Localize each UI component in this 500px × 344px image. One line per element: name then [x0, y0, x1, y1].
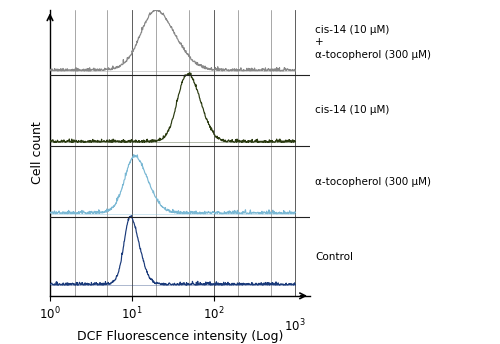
- X-axis label: DCF Fluorescence intensity (Log): DCF Fluorescence intensity (Log): [77, 331, 283, 344]
- Y-axis label: Cell count: Cell count: [32, 122, 44, 184]
- Text: cis-14 (10 μM): cis-14 (10 μM): [315, 105, 390, 115]
- Text: Control: Control: [315, 251, 353, 261]
- Text: cis-14 (10 μM)
+
α-tocopherol (300 μM): cis-14 (10 μM) + α-tocopherol (300 μM): [315, 25, 431, 60]
- Text: α-tocopherol (300 μM): α-tocopherol (300 μM): [315, 176, 431, 187]
- Text: $10^3$: $10^3$: [284, 317, 306, 334]
